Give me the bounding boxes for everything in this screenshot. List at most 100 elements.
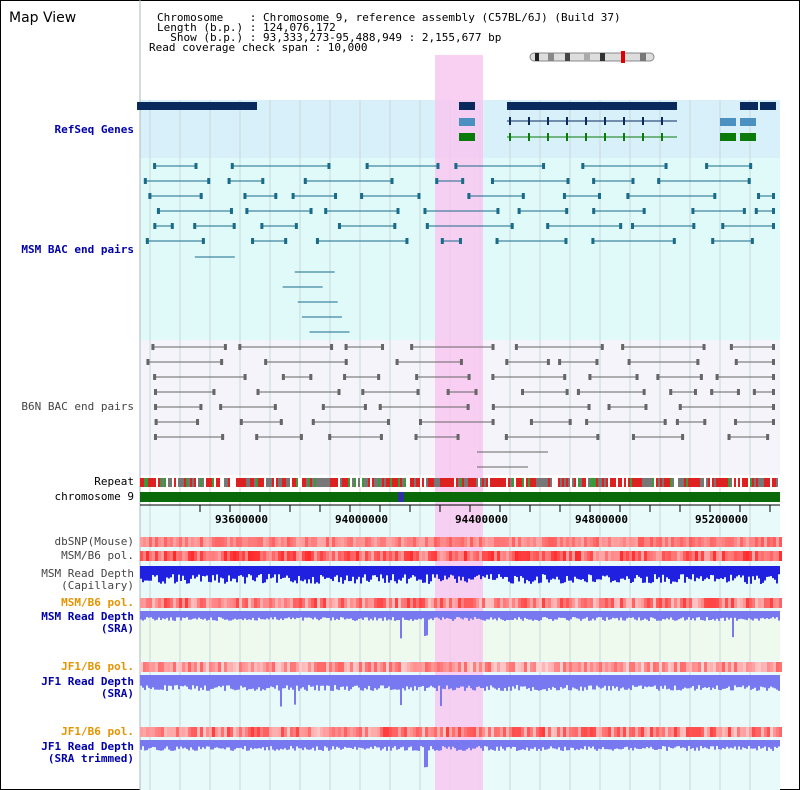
- jf1-b6-pol-heat-cell: [437, 662, 440, 672]
- dbsnp-heat-cell: [722, 537, 725, 547]
- dbsnp-heat-cell: [692, 537, 695, 547]
- jf1-b6-pol-trim-heat-cell: [290, 727, 293, 737]
- jf1-trim-depth-bar: [616, 740, 618, 749]
- msm-b6-pol-heat-cell: [734, 551, 737, 561]
- msm-capillary-depth-bar: [468, 566, 470, 579]
- jf1-sra-depth-bar: [698, 675, 700, 686]
- jf1-b6-pol-heat-cell: [719, 662, 722, 672]
- msm-sra-depth-bar: [348, 611, 350, 619]
- msm-capillary-depth-bar: [688, 566, 690, 579]
- msm-sra-depth-bar: [234, 611, 236, 619]
- jf1-trim-depth-bar: [392, 740, 394, 748]
- jf1-sra-depth-bar: [356, 675, 358, 686]
- repeat-segment: [512, 478, 514, 487]
- jf1-b6-pol-heat-cell: [518, 662, 521, 672]
- dbsnp-heat-cell: [671, 537, 674, 547]
- jf1-sra-depth-bar: [320, 675, 322, 686]
- dbsnp-heat-cell: [554, 537, 557, 547]
- b6n-bac-pair-end: [414, 434, 418, 440]
- msm-sra-depth-bar: [648, 611, 650, 621]
- jf1-b6-pol-trim-heat-cell: [482, 727, 485, 737]
- jf1-sra-depth-bar: [598, 675, 600, 688]
- msm-sra-depth-bar: [488, 611, 490, 620]
- msm-b6-pol-heat-cell: [347, 551, 350, 561]
- jf1-b6-pol-trim-heat-cell: [266, 727, 269, 737]
- dbsnp-heat-cell: [659, 537, 662, 547]
- msm-b6-pol-heat-cell: [665, 551, 668, 561]
- jf1-sra-depth-bar: [502, 675, 504, 691]
- msm-b6-pol-sra-heat-cell: [509, 598, 512, 608]
- jf1-trim-depth-bar: [230, 740, 232, 751]
- jf1-trim-depth-bar: [150, 740, 152, 748]
- dbsnp-label[interactable]: dbSNP(Mouse): [54, 535, 134, 548]
- msm-b6-pol-label[interactable]: MSM/B6 pol.: [61, 549, 134, 562]
- jf1-trim-depth-bar: [178, 740, 180, 749]
- jf1-sra-depth-bar: [522, 675, 524, 687]
- repeat-segment: [366, 478, 368, 487]
- msm-b6-pol-heat-cell: [680, 551, 683, 561]
- repeat-segment: [718, 478, 720, 487]
- msm-capillary-depth-bar: [652, 566, 654, 583]
- jf1-b6-pol-heat-cell: [704, 662, 707, 672]
- jf1-trim-depth-bar: [454, 740, 456, 749]
- msm-capillary-depth-bar: [232, 566, 234, 579]
- jf1-trim-depth-bar: [700, 740, 702, 747]
- msm-sra-depth-bar: [728, 611, 730, 620]
- jf1-b6-pol-trim-label[interactable]: JF1/B6 pol.: [61, 725, 134, 738]
- jf1-trim-depth-bar: [428, 740, 430, 751]
- repeat-segment: [744, 478, 746, 487]
- b6n-bac-label[interactable]: B6N BAC end pairs: [21, 400, 134, 413]
- jf1-trim-depth-bar: [466, 740, 468, 750]
- jf1-depth-trim-label[interactable]: JF1 Read Depth: [41, 740, 134, 753]
- msm-sra-depth-bar: [620, 611, 622, 618]
- msm-b6-pol-sra-label[interactable]: MSM/B6 pol.: [61, 596, 134, 609]
- jf1-trim-depth-bar: [300, 740, 302, 749]
- gene-block: [720, 118, 736, 126]
- jf1-b6-pol-label[interactable]: JF1/B6 pol.: [61, 660, 134, 673]
- jf1-b6-pol-trim-heat-cell: [773, 727, 776, 737]
- jf1-b6-pol-trim-heat-cell: [155, 727, 158, 737]
- repeat-segment: [422, 478, 424, 487]
- dbsnp-heat-cell: [509, 537, 512, 547]
- msm-capillary-depth-bar: [146, 566, 148, 581]
- msm-sra-depth-bar: [758, 611, 760, 621]
- jf1-trim-depth-bar: [434, 740, 436, 751]
- msm-b6-pol-heat-cell: [419, 551, 422, 561]
- msm-capillary-depth-bar: [592, 566, 594, 582]
- jf1-sra-depth-bar: [376, 675, 378, 690]
- msm-sra-depth-bar: [304, 611, 306, 618]
- refseq-genes-label[interactable]: RefSeq Genes: [54, 123, 134, 136]
- jf1-depth-sra-label[interactable]: JF1 Read Depth: [41, 675, 134, 688]
- gene-exon: [623, 117, 625, 125]
- msm-b6-pol-heat-cell: [752, 551, 755, 561]
- msm-capillary-depth-bar: [448, 566, 450, 578]
- jf1-b6-pol-heat-cell: [374, 662, 377, 672]
- jf1-b6-pol-trim-heat-cell: [542, 727, 545, 737]
- gene-block: [740, 102, 758, 110]
- msm-b6-pol-heat-cell: [206, 551, 209, 561]
- msm-sra-depth-bar: [596, 611, 598, 618]
- jf1-b6-pol-trim-heat-cell: [356, 727, 359, 737]
- msm-depth-capillary-label[interactable]: MSM Read Depth: [41, 567, 134, 580]
- msm-sra-depth-bar: [210, 611, 212, 618]
- jf1-trim-depth-bar: [680, 740, 682, 749]
- jf1-b6-pol-heat-cell: [599, 662, 602, 672]
- jf1-depth-trim-sublabel: (SRA trimmed): [47, 752, 134, 765]
- jf1-sra-depth-bar: [154, 675, 156, 690]
- jf1-b6-pol-heat-cell: [188, 662, 191, 672]
- jf1-b6-pol-heat-cell: [560, 662, 563, 672]
- repeat-segment: [476, 478, 478, 487]
- msm-depth-sra-label[interactable]: MSM Read Depth: [41, 610, 134, 623]
- msm-capillary-depth-bar: [194, 566, 196, 579]
- jf1-sra-depth-bar: [394, 675, 396, 690]
- b6n-bac-pair-end: [196, 419, 200, 425]
- repeat-segment: [274, 478, 276, 487]
- msm-bac-label[interactable]: MSM BAC end pairs: [21, 243, 134, 256]
- jf1-sra-depth-bar: [354, 675, 356, 686]
- msm-sra-depth-bar: [186, 611, 188, 618]
- msm-capillary-depth-bar: [438, 566, 440, 579]
- msm-sra-depth-bar: [712, 611, 714, 620]
- jf1-sra-depth-bar: [312, 675, 314, 687]
- msm-sra-depth-bar: [568, 611, 570, 621]
